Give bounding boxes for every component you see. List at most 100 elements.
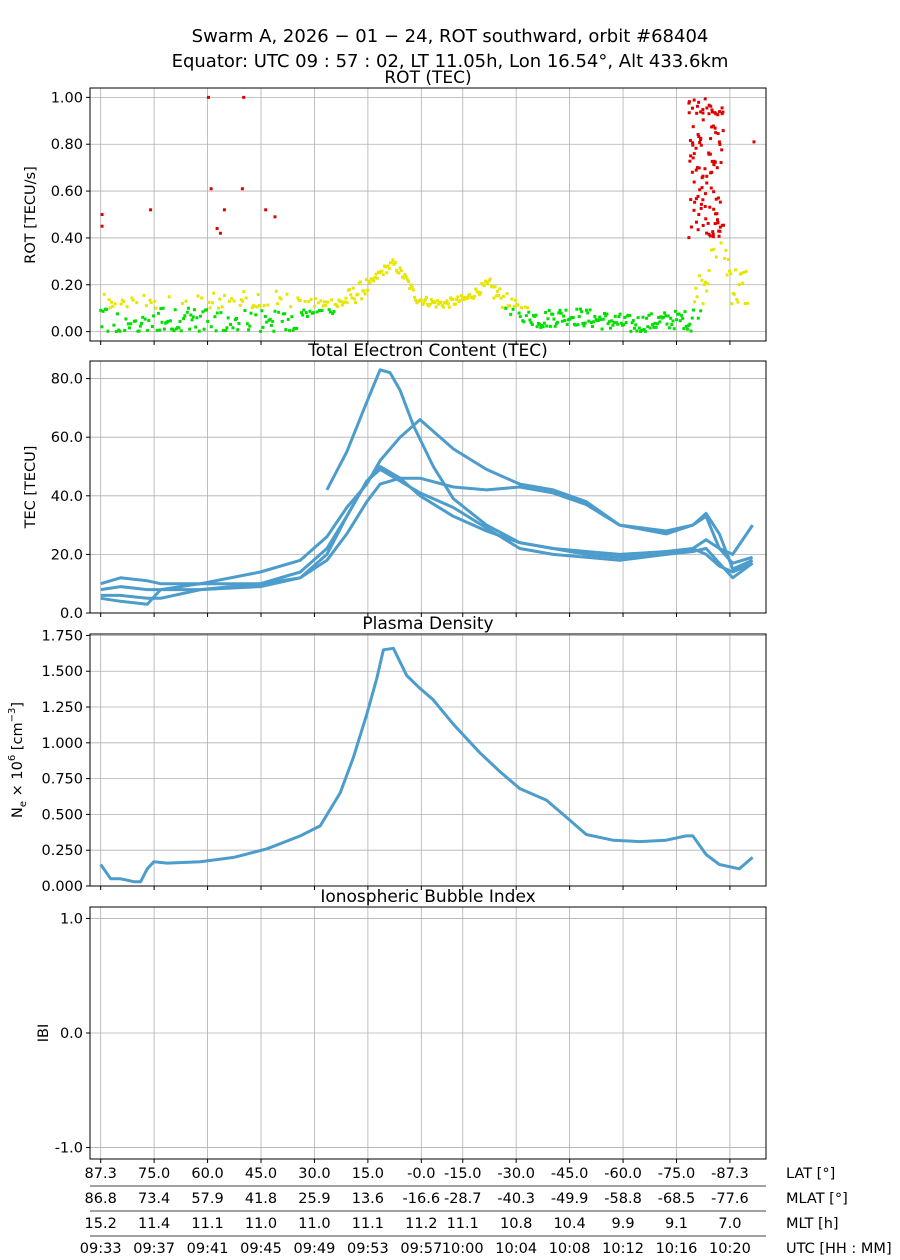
rot-point [155,328,159,332]
x-row-0-value-8: -30.0 [497,1166,535,1182]
rot-point [192,308,196,312]
rot-point [209,325,213,329]
rot-point [631,319,635,323]
rot-point [666,314,670,318]
rot-point [283,312,287,316]
tec-y-axis-label: TEC [TECU] [23,446,39,530]
rot-point [516,303,520,307]
rot-point [694,220,698,224]
rot-point [710,159,714,163]
rot-point [445,299,449,303]
rot-point [209,187,213,191]
x-row-2-value-5: 11.1 [352,1216,384,1232]
rot-point [491,285,495,289]
rot-point [106,329,110,333]
rot-point [675,318,679,322]
rot-point [319,299,323,303]
rot-point [173,308,177,312]
rot-point [628,313,632,317]
rot-point [206,95,210,99]
rot-point [253,304,257,308]
rot-point [440,303,444,307]
rot-point [702,283,706,287]
rot-point [713,160,717,164]
rot-point [260,309,264,313]
rot-point [746,301,750,305]
x-row-2-value-11: 9.1 [665,1216,688,1232]
x-row-2-value-3: 11.0 [245,1216,277,1232]
rot-point [653,321,657,325]
rot-point [168,319,172,323]
rot-point [671,319,675,323]
rot-point [322,300,326,304]
rot-point [714,197,718,201]
rot-point [249,311,253,315]
rot-point [296,296,300,300]
rot-point [718,110,722,114]
rot-point [142,293,146,297]
rot-point [455,298,459,302]
rot-point [224,329,228,333]
rot-point [718,225,722,229]
rot-point [284,328,288,332]
rot-point [522,320,526,324]
rot-point [711,110,715,114]
rot-point [705,174,709,178]
rot-point [600,327,604,331]
rot-point [222,208,226,212]
x-row-1-value-6: -16.6 [403,1191,441,1207]
rot-point [303,299,307,303]
rot-point [527,310,531,314]
rot-point [105,307,109,311]
rot-point [211,301,215,305]
rot-point [473,294,477,298]
rot-point [635,329,639,333]
rot-point [546,317,550,321]
rot-point [665,322,669,326]
rot-point [140,321,144,325]
rot-point [619,321,623,325]
rot-point [535,325,539,329]
rot-point [122,299,126,303]
rot-point [640,328,644,332]
rot-point [580,310,584,314]
rot-point [451,297,455,301]
rot-point [439,300,443,304]
rot-point [606,322,610,326]
x-row-3-label: UTC [HH : MM] [786,1241,892,1257]
ibi-panel: Ionospheric Bubble Index IBI -1.0 0.0 1.0 [36,887,767,1163]
rot-point [707,232,711,236]
rot-point [700,186,704,190]
rot-point [710,108,714,112]
rot-point [615,321,619,325]
rot-point [679,313,683,317]
rot-point [528,318,532,322]
rot-point [703,97,707,101]
rot-point [719,161,723,165]
rot-ytick-label-4: 0.80 [51,137,83,153]
tec-series-3 [100,418,754,606]
x-row-2-value-6: 11.2 [405,1216,437,1232]
rot-ytick-label-0: 0.00 [51,325,83,341]
rot-point [694,286,698,290]
rot-point [381,273,385,277]
rot-point [302,308,306,312]
rot-marks [99,95,756,334]
rot-point [479,291,483,295]
rot-point [320,309,324,313]
rot-point [119,302,123,306]
rot-point [700,278,704,282]
rot-point [423,298,427,302]
x-row-1-value-11: -68.5 [658,1191,696,1207]
rot-point [178,319,182,323]
rot-point [370,277,374,281]
rot-point [227,299,231,303]
x-row-1-value-0: 86.8 [85,1191,117,1207]
x-row-3-value-5: 09:53 [347,1241,389,1257]
rot-point [394,268,398,272]
rot-point [695,104,699,108]
ibi-y-ticks: -1.0 0.0 1.0 [55,911,90,1157]
x-row-0-value-10: -60.0 [604,1166,642,1182]
tec-marks [100,368,754,606]
